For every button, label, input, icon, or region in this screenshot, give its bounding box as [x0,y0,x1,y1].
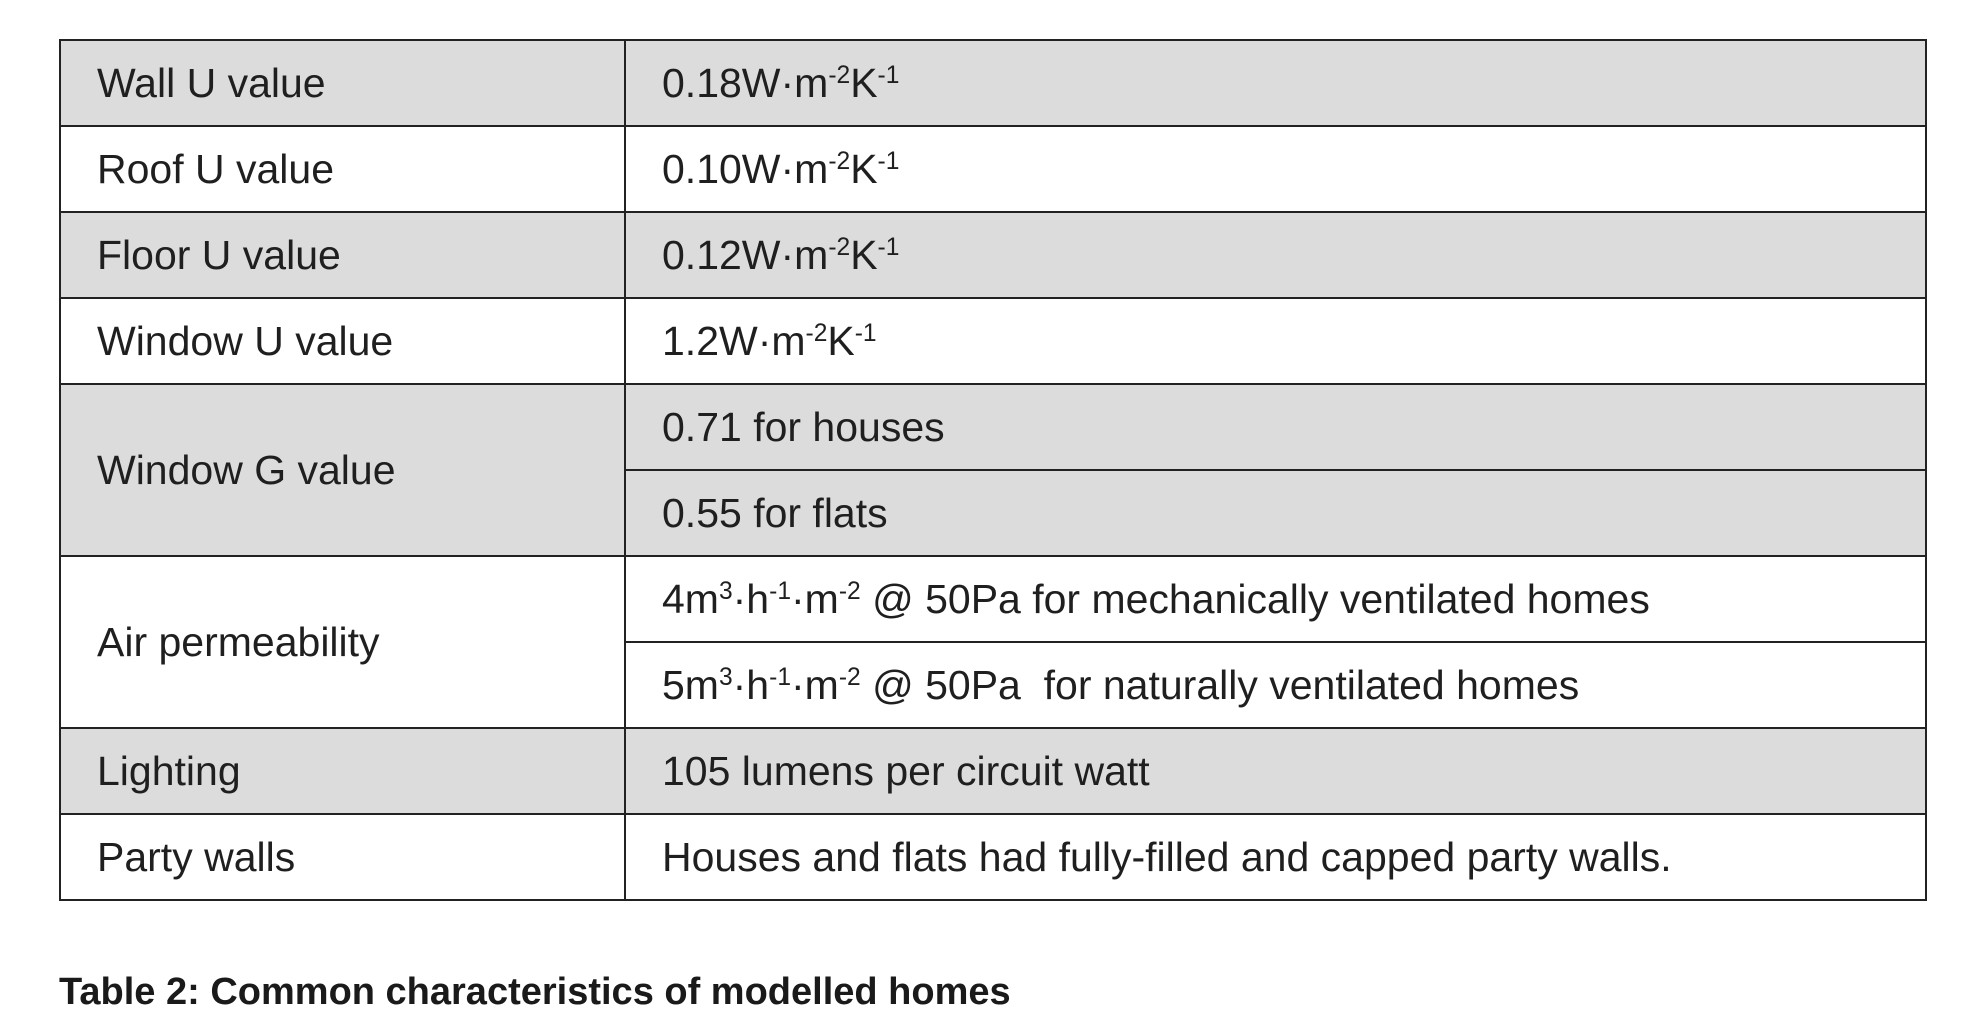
row-label: Lighting [59,727,626,815]
row-label: Roof U value [59,125,626,213]
row-value: 0.71 for houses [624,383,1927,471]
table-row-window-u: Window U value 1.2W·m-2K-1 [59,297,1927,385]
row-label: Party walls [59,813,626,901]
row-value: 0.55 for flats [624,469,1927,557]
row-label: Window G value [59,383,626,557]
table-row-roof-u: Roof U value 0.10W·m-2K-1 [59,125,1927,213]
row-label: Window U value [59,297,626,385]
row-label: Wall U value [59,39,626,127]
table-caption: Table 2: Common characteristics of model… [59,971,1011,1013]
row-value: 0.12W·m-2K-1 [624,211,1927,299]
characteristics-table: Wall U value 0.18W·m-2K-1 Roof U value 0… [59,39,1927,901]
row-value: 4m3·h-1·m-2 @ 50Pa for mechanically vent… [624,555,1927,643]
table-row-wall-u: Wall U value 0.18W·m-2K-1 [59,39,1927,127]
table-row-lighting: Lighting 105 lumens per circuit watt [59,727,1927,815]
row-value: 0.10W·m-2K-1 [624,125,1927,213]
table-row-air-permeability: Air permeability 4m3·h-1·m-2 @ 50Pa for … [59,555,1927,729]
row-label: Floor U value [59,211,626,299]
row-value: 1.2W·m-2K-1 [624,297,1927,385]
table-row-air-permeability-natural: 5m3·h-1·m-2 @ 50Pa for naturally ventila… [60,641,1927,729]
table-row-party-walls: Party walls Houses and flats had fully-f… [59,813,1927,901]
table-row-window-g: Window G value 0.71 for houses [59,383,1927,557]
row-value: Houses and flats had fully-filled and ca… [624,813,1927,901]
row-value: 105 lumens per circuit watt [624,727,1927,815]
table-row-floor-u: Floor U value 0.12W·m-2K-1 [59,211,1927,299]
characteristics-table-container: Wall U value 0.18W·m-2K-1 Roof U value 0… [59,39,1927,901]
row-value: 5m3·h-1·m-2 @ 50Pa for naturally ventila… [624,641,1927,729]
row-value: 0.18W·m-2K-1 [624,39,1927,127]
row-label: Air permeability [59,555,626,729]
table-row-window-g-flats: 0.55 for flats [60,469,1927,557]
